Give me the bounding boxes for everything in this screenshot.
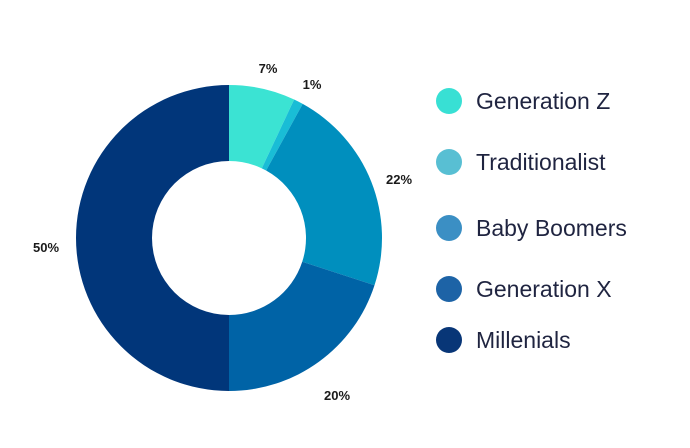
donut-value-labels: 7% 1% 22% 20% 50% xyxy=(33,61,412,403)
value-label-generation-x: 20% xyxy=(324,388,350,403)
legend-label-traditionalist: Traditionalist xyxy=(476,148,606,175)
donut-slices xyxy=(76,85,382,391)
legend-swatch-generation-z xyxy=(436,88,462,114)
legend-label-generation-x: Generation X xyxy=(476,275,612,302)
legend-swatch-traditionalist xyxy=(436,149,462,175)
legend-label-generation-z: Generation Z xyxy=(476,87,611,114)
value-label-generation-z: 7% xyxy=(259,61,278,76)
legend-item-millenials: Millenials xyxy=(436,325,571,355)
legend-item-traditionalist: Traditionalist xyxy=(436,147,606,177)
value-label-traditionalist: 1% xyxy=(303,77,322,92)
donut-slice-millenials xyxy=(76,85,229,391)
legend-swatch-millenials xyxy=(436,327,462,353)
legend-label-millenials: Millenials xyxy=(476,326,571,353)
legend-item-generation-x: Generation X xyxy=(436,274,612,304)
chart-legend: Generation Z Traditionalist Baby Boomers… xyxy=(436,0,686,448)
donut-slice-traditionalist xyxy=(261,99,303,171)
value-label-millenials: 50% xyxy=(33,240,59,255)
donut-slice-baby-boomers xyxy=(266,103,382,286)
legend-item-generation-z: Generation Z xyxy=(436,86,610,116)
value-label-baby-boomers: 22% xyxy=(386,172,412,187)
donut-slice-generation-z xyxy=(229,85,295,169)
legend-swatch-generation-x xyxy=(436,276,462,302)
donut-slice-generation-x xyxy=(229,261,375,391)
legend-label-baby-boomers: Baby Boomers xyxy=(476,214,627,241)
legend-item-baby-boomers: Baby Boomers xyxy=(436,213,627,243)
legend-swatch-baby-boomers xyxy=(436,215,462,241)
